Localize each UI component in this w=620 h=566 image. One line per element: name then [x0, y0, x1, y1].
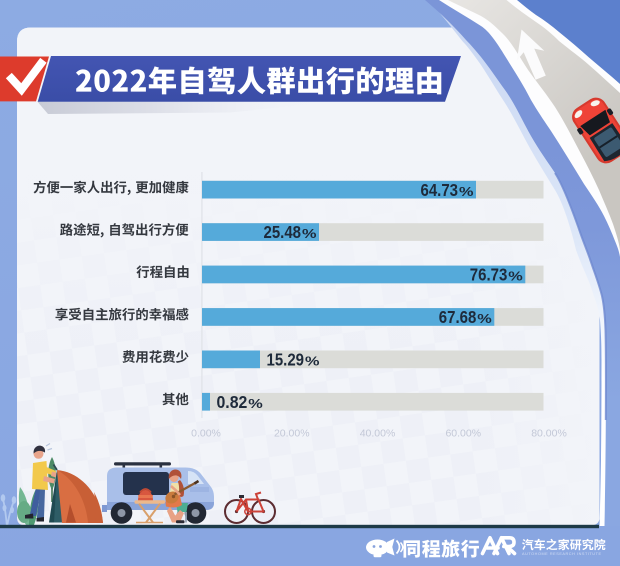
svg-text:0.00%: 0.00% — [191, 428, 221, 440]
svg-text:67.68: 67.68 — [439, 307, 477, 327]
svg-text:76.73: 76.73 — [470, 265, 508, 285]
svg-text:20.00%: 20.00% — [274, 428, 310, 440]
svg-text:%: % — [302, 226, 317, 241]
svg-text:%: % — [305, 354, 320, 369]
svg-text:40.00%: 40.00% — [360, 428, 396, 440]
svg-text:%: % — [508, 269, 523, 284]
svg-text:60.00%: 60.00% — [445, 428, 481, 440]
svg-text:AUTOHOME RESEARCH INSTITUTE: AUTOHOME RESEARCH INSTITUTE — [522, 552, 602, 556]
svg-text:%: % — [459, 184, 474, 199]
svg-text:25.48: 25.48 — [264, 222, 302, 242]
svg-text:64.73: 64.73 — [421, 180, 459, 200]
svg-text:%: % — [477, 311, 492, 326]
svg-text:80.00%: 80.00% — [531, 428, 567, 440]
svg-text:%: % — [248, 396, 263, 411]
svg-text:0.82: 0.82 — [217, 392, 248, 412]
svg-text:15.29: 15.29 — [267, 350, 305, 370]
